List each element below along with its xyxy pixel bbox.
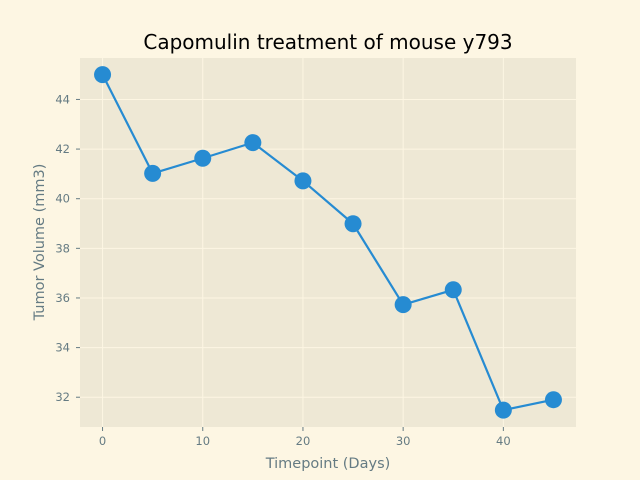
y-axis-label: Tumor Volume (mm3) bbox=[32, 164, 48, 322]
y-tick-label: 36 bbox=[55, 291, 70, 305]
data-point bbox=[444, 281, 462, 299]
y-tick-label: 38 bbox=[55, 241, 70, 255]
y-tick-label: 32 bbox=[55, 390, 70, 404]
series-layer bbox=[94, 66, 562, 419]
data-point bbox=[394, 296, 412, 314]
data-point bbox=[344, 215, 362, 233]
data-point bbox=[194, 149, 212, 167]
y-tick-label: 34 bbox=[55, 341, 70, 355]
x-tick-label: 40 bbox=[496, 434, 511, 448]
plot-area bbox=[80, 58, 576, 427]
x-tick-label: 30 bbox=[396, 434, 411, 448]
axis-ticks: 0 10 20 30 40 32 34 36 38 40 42 44 bbox=[55, 92, 510, 448]
x-axis-label: Timepoint (Days) bbox=[265, 456, 391, 472]
x-tick-label: 10 bbox=[195, 434, 210, 448]
y-tick-label: 40 bbox=[55, 192, 70, 206]
data-point bbox=[244, 134, 262, 152]
y-tick-label: 44 bbox=[55, 92, 70, 106]
x-tick-label: 20 bbox=[296, 434, 311, 448]
data-point bbox=[494, 401, 512, 419]
series-line bbox=[101, 74, 554, 412]
grid-lines bbox=[80, 58, 576, 427]
chart-title: Capomulin treatment of mouse y793 bbox=[143, 30, 512, 54]
data-point bbox=[94, 66, 112, 84]
y-tick-label: 42 bbox=[55, 142, 70, 156]
data-point bbox=[144, 164, 162, 182]
x-tick-label: 0 bbox=[99, 434, 106, 448]
data-point bbox=[294, 172, 312, 190]
data-point bbox=[544, 391, 562, 409]
